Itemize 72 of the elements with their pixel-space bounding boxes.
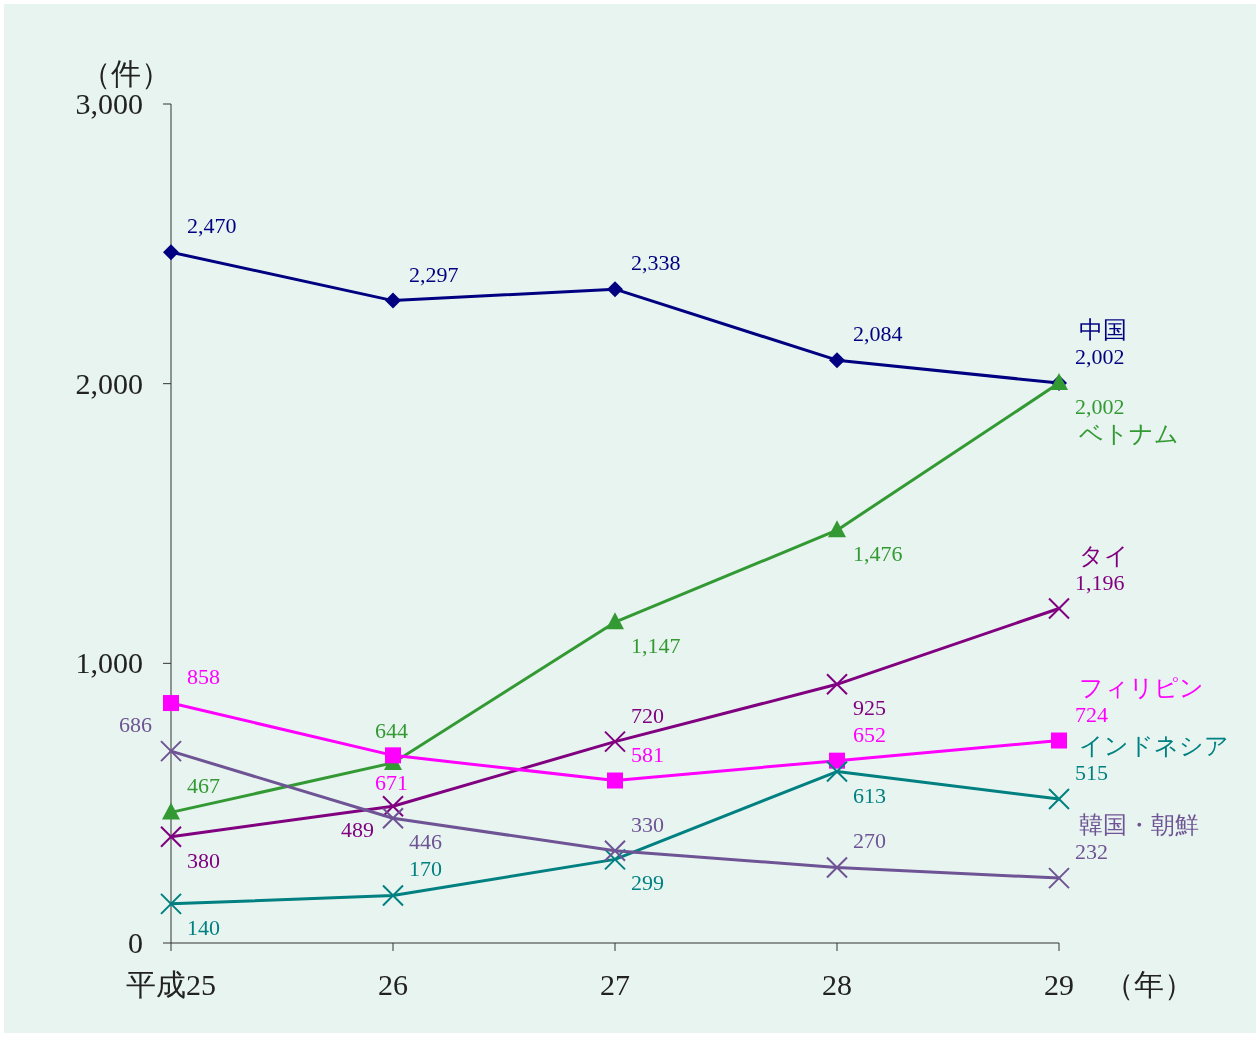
data-label: 2,338 [631, 250, 681, 276]
point [163, 244, 179, 261]
y-tick-label: 2,000 [75, 366, 143, 400]
point [604, 848, 626, 871]
point [826, 673, 848, 696]
point [162, 802, 180, 820]
data-label: 515 [1075, 759, 1108, 785]
point [1048, 597, 1070, 620]
point [604, 730, 626, 753]
point [1048, 787, 1070, 810]
data-label: 380 [187, 847, 220, 873]
point [163, 695, 179, 712]
point [826, 760, 848, 783]
data-label: 446 [409, 829, 442, 855]
y-tick-label: 1,000 [75, 646, 143, 680]
data-label: 330 [631, 811, 664, 837]
point [1048, 867, 1070, 890]
data-label: 2,084 [853, 321, 903, 347]
series-label: フィリピン [1079, 674, 1204, 701]
data-label: 232 [1075, 839, 1108, 865]
point [160, 892, 182, 915]
x-tick-label: 29 [1044, 968, 1074, 1001]
point [382, 795, 404, 818]
point [826, 856, 848, 879]
data-label: 644 [375, 717, 408, 743]
x-tick-label: 平成25 [126, 968, 216, 1001]
data-label: 613 [853, 782, 886, 808]
point [382, 807, 404, 830]
data-label: 1,196 [1075, 569, 1125, 595]
data-label: 1,147 [631, 633, 681, 659]
data-label: 581 [631, 741, 664, 767]
x-tick-label: 27 [600, 968, 630, 1001]
data-label: 270 [853, 828, 886, 854]
data-label: 467 [187, 773, 220, 799]
point [160, 740, 182, 763]
point [385, 747, 401, 764]
point [607, 772, 623, 789]
data-label: 858 [187, 664, 220, 690]
point [829, 752, 845, 769]
series-label: 中国 [1079, 317, 1127, 344]
point [606, 612, 624, 630]
series-label: ベトナム [1079, 421, 1179, 448]
point [607, 281, 623, 298]
point [829, 352, 845, 369]
point [604, 839, 626, 862]
point [828, 520, 846, 538]
series-label: インドネシア [1079, 732, 1229, 759]
x-tick-label: 28 [822, 968, 852, 1001]
data-label: 170 [409, 856, 442, 882]
point [385, 292, 401, 309]
data-label: 671 [375, 770, 408, 796]
point [382, 884, 404, 907]
x-tick-label: 26 [378, 968, 408, 1001]
point [1051, 732, 1067, 749]
data-label: 2,297 [409, 261, 459, 287]
x-axis-title: （年） [1104, 968, 1194, 1001]
data-label: 652 [853, 721, 886, 747]
y-tick-label: 0 [128, 926, 143, 959]
data-label: 724 [1075, 701, 1108, 727]
point [160, 825, 182, 848]
data-label: 299 [631, 870, 664, 896]
data-label: 489 [341, 817, 374, 843]
data-label: 925 [853, 695, 886, 721]
data-label: 1,476 [853, 541, 903, 567]
data-label: 686 [119, 712, 152, 738]
data-label: 2,470 [187, 213, 237, 239]
data-label: 2,002 [1075, 394, 1125, 420]
series-label: タイ [1079, 542, 1129, 569]
series-label: 韓国・朝鮮 [1079, 812, 1199, 839]
data-label: 2,002 [1075, 344, 1125, 370]
data-label: 720 [631, 702, 664, 728]
data-label: 140 [187, 914, 220, 940]
